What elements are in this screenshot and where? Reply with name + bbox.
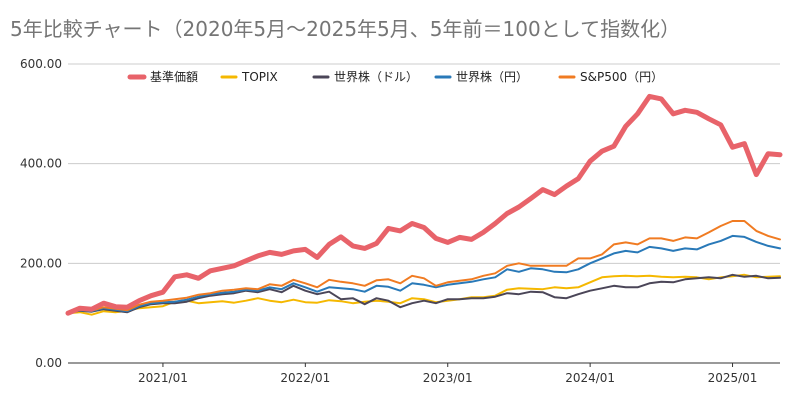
x-tick-label: 2025/01 (708, 371, 758, 385)
y-tick-label: 200.00 (20, 256, 62, 270)
y-tick-label: 600.00 (20, 57, 62, 71)
x-tick-label: 2022/01 (280, 371, 330, 385)
series-line-0 (65, 93, 783, 316)
series-line-4 (67, 220, 781, 315)
legend-item-2[interactable]: 世界株（ドル） (312, 69, 418, 84)
legend-label: S&P500（円） (580, 70, 663, 84)
legend-label: 世界株（ドル） (334, 69, 418, 84)
chart-title: 5年比較チャート（2020年5月〜2025年5月、5年前＝100として指数化） (10, 17, 680, 41)
legend-item-3[interactable]: 世界株（円） (434, 69, 528, 84)
legend-label: TOPIX (241, 70, 278, 84)
legend[interactable]: 基準価額 TOPIX 世界株（ドル） 世界株（円） S&P500（円） (127, 69, 663, 84)
grid (68, 63, 780, 364)
y-axis: 0.00 200.00 400.00 600.00 (20, 57, 62, 370)
legend-item-4[interactable]: S&P500（円） (558, 70, 663, 84)
y-tick-label: 400.00 (20, 157, 62, 171)
y-tick-label: 0.00 (35, 356, 62, 370)
legend-item-0[interactable]: 基準価額 (127, 69, 198, 84)
x-tick-label: 2021/01 (138, 371, 188, 385)
x-tick-label: 2024/01 (565, 371, 615, 385)
x-tick-label: 2023/01 (423, 371, 473, 385)
series-line-2 (67, 273, 781, 315)
series-line-3 (67, 234, 781, 315)
series-layer (65, 93, 783, 316)
legend-item-1[interactable]: TOPIX (220, 70, 278, 84)
legend-label: 基準価額 (150, 69, 198, 84)
legend-label: 世界株（円） (456, 69, 528, 84)
x-axis: 2021/01 2022/01 2023/01 2024/01 2025/01 (138, 363, 757, 385)
